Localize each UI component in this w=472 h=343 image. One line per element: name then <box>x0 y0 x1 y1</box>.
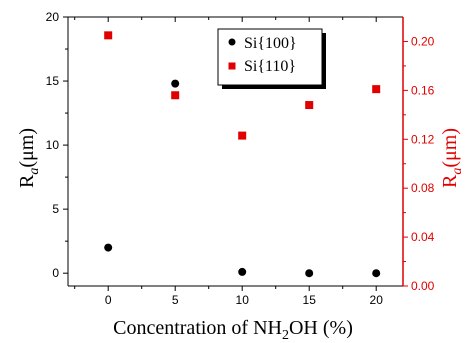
data-point-si100 <box>305 269 314 278</box>
legend-marker-si110 <box>228 62 236 70</box>
x-axis-title: Concentration of NH2OH (%) <box>113 317 353 343</box>
data-point-si100 <box>171 79 180 88</box>
x-tick-label: 10 <box>236 293 250 307</box>
data-point-si110 <box>372 85 381 94</box>
y-left-tick-label: 5 <box>52 202 59 216</box>
y-left-tick-label: 10 <box>46 138 60 152</box>
data-point-si110 <box>305 101 314 110</box>
y-right-tick-label: 0.00 <box>411 279 435 293</box>
data-point-si100 <box>372 269 381 278</box>
data-point-si110 <box>238 131 247 140</box>
y-right-tick-label: 0.12 <box>411 132 435 146</box>
legend-marker-si100 <box>228 38 236 46</box>
data-series <box>104 31 381 278</box>
y-axis-left-title: Ra(μm) <box>16 128 42 188</box>
data-point-si100 <box>238 267 247 276</box>
legend-label-si110: Si{110} <box>244 58 296 75</box>
legend-box <box>217 28 323 86</box>
x-tick-label: 20 <box>370 293 384 307</box>
x-tick-label: 15 <box>303 293 317 307</box>
y-left-tick-label: 0 <box>52 266 59 280</box>
axes: 0 5 10 15 20 0 5 10 15 20 0.00 0.04 0.08 0.12 0.16 0.20 <box>46 10 435 307</box>
data-point-si110 <box>104 31 113 40</box>
x-tick-label: 5 <box>172 293 179 307</box>
legend: Si{100} Si{110} <box>217 28 326 89</box>
y-right-tick-label: 0.08 <box>411 181 435 195</box>
data-point-si110 <box>171 91 180 100</box>
y-right-tick-label: 0.16 <box>411 83 435 97</box>
y-left-tick-label: 20 <box>46 10 60 24</box>
y-right-tick-label: 0.20 <box>411 34 435 48</box>
y-left-tick-label: 15 <box>46 74 60 88</box>
y-axis-right-title: Ra(μm) <box>439 128 465 188</box>
data-point-si100 <box>104 243 113 252</box>
legend-label-si100: Si{100} <box>244 35 297 52</box>
x-tick-label: 0 <box>105 293 112 307</box>
y-right-tick-label: 0.04 <box>411 230 435 244</box>
